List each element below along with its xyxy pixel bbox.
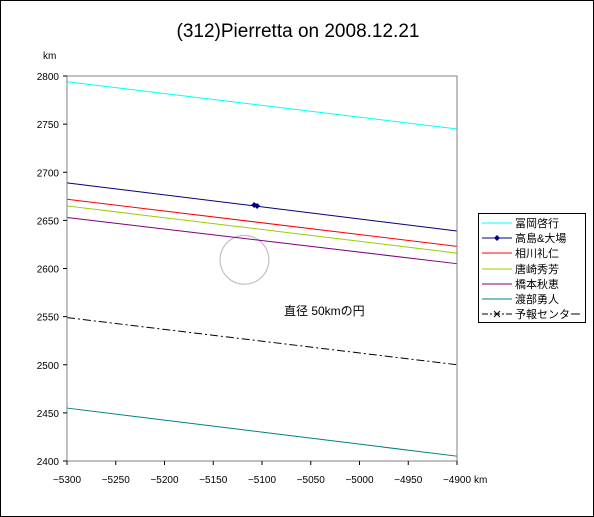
y-tick-label: 2750	[37, 120, 60, 131]
x-tick-label: −5000	[345, 475, 374, 486]
legend-item-4: 橋本秋恵	[479, 276, 585, 291]
legend-label-3: 唐崎秀芳	[515, 263, 559, 276]
x-tick-label: −5200	[150, 475, 179, 486]
reference-circle	[219, 234, 270, 285]
x-tick-label: −5050	[297, 475, 326, 486]
legend-item-2: 相川礼仁	[479, 246, 585, 261]
x-tick-label: −5300	[53, 475, 82, 486]
series-line-6	[66, 317, 458, 366]
x-tick-label: −5100	[248, 475, 277, 486]
y-tick-label: 2400	[37, 457, 60, 468]
legend-label-5: 渡部勇人	[515, 294, 559, 307]
legend-label-0: 冨岡啓行	[515, 217, 559, 230]
x-tick-label: −4900	[443, 475, 472, 486]
y-axis-unit-label: km	[43, 51, 56, 62]
legend-item-6: 予報センター	[479, 307, 585, 322]
legend-item-5: 渡部勇人	[479, 291, 585, 306]
y-tick-label: 2700	[37, 168, 60, 179]
legend-label-6: 予報センター	[515, 309, 581, 322]
x-tick-label: −5150	[199, 475, 228, 486]
plot-border	[66, 75, 458, 462]
legend-label-2: 相川礼仁	[515, 248, 559, 261]
x-axis-unit-label: km	[474, 475, 487, 486]
legend-item-3: 唐崎秀芳	[479, 261, 585, 276]
legend-item-1: 高島&大場	[479, 230, 585, 245]
circle-annotation: 直径 50kmの円	[284, 304, 365, 318]
series-line-2	[66, 198, 458, 247]
series-line-5	[66, 407, 458, 457]
legend: 冨岡啓行高島&大場相川礼仁唐崎秀芳橋本秋恵渡部勇人予報センター	[478, 213, 586, 323]
legend-swatch-2	[482, 252, 512, 254]
legend-swatch-3	[482, 268, 512, 270]
legend-label-1: 高島&大場	[515, 232, 567, 245]
legend-swatch-5	[482, 298, 512, 300]
y-tick-label: 2650	[37, 216, 60, 227]
legend-swatch-0	[482, 222, 512, 224]
series-marker-1-1	[254, 202, 261, 209]
series-line-0	[66, 81, 458, 130]
series-line-3	[66, 205, 458, 254]
legend-swatch-1	[482, 234, 512, 241]
legend-label-4: 橋本秋恵	[515, 278, 559, 291]
series-line-4	[66, 216, 458, 265]
y-tick-label: 2550	[37, 313, 60, 324]
y-tick-label: 2800	[37, 72, 60, 83]
y-tick-label: 2450	[37, 409, 60, 420]
series-marker-1-0	[251, 201, 258, 208]
x-tick-label: −5250	[102, 475, 131, 486]
chart-title: (312)Pierretta on 2008.12.21	[176, 21, 420, 42]
series-line-1	[66, 182, 458, 232]
legend-item-0: 冨岡啓行	[479, 215, 585, 230]
y-tick-label: 2500	[37, 361, 60, 372]
legend-swatch-6	[482, 311, 512, 318]
legend-swatch-4	[482, 283, 512, 285]
y-tick-label: 2600	[37, 265, 60, 276]
x-tick-label: −4950	[394, 475, 423, 486]
